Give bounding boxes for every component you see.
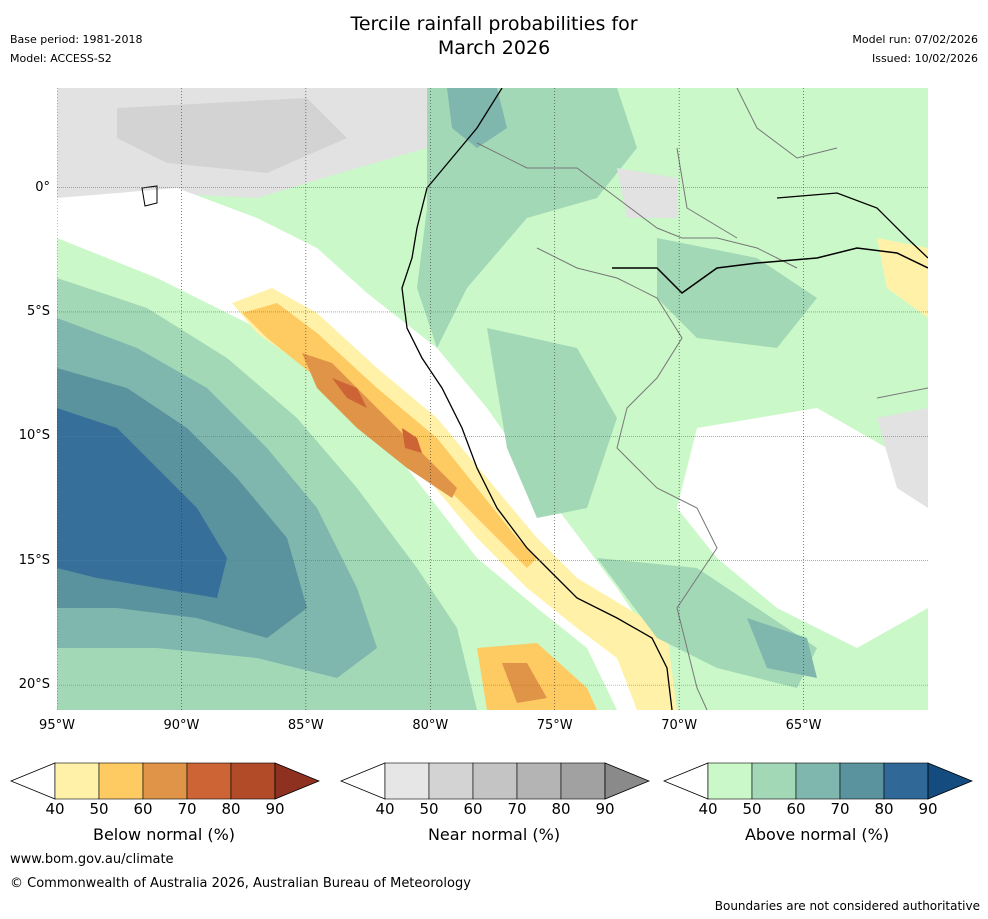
above-normal-tick-label: 50: [742, 800, 762, 818]
below-normal-tick-label: 40: [45, 800, 65, 818]
latitude-tick-label: 5°S: [26, 303, 50, 319]
near-normal-over-triangle: [604, 762, 650, 800]
below-normal-tick-label: 60: [133, 800, 153, 818]
below-normal-under-triangle: [10, 762, 56, 800]
latitude-tick-label: 20°S: [18, 677, 50, 693]
above-normal-swatch: [883, 762, 929, 800]
near-normal-tick-label: 80: [551, 800, 571, 818]
near-normal-tick-label: 70: [507, 800, 527, 818]
probability-map: [57, 88, 928, 710]
near-normal-land: [877, 408, 928, 508]
near-normal-tick-label: 40: [375, 800, 395, 818]
near-normal-colorbar: [340, 762, 650, 800]
longitude-tick-label: 70°W: [661, 718, 698, 733]
near-normal-swatch: [516, 762, 562, 800]
near-normal-under-triangle: [340, 762, 386, 800]
latitude-tick-label: 0°: [35, 179, 50, 195]
below-normal-colorbar: [10, 762, 320, 800]
above-normal-tick-label: 90: [918, 800, 938, 818]
above-normal-land-3: [487, 328, 617, 518]
near-normal-swatch: [428, 762, 474, 800]
below-normal-south-60: [502, 663, 547, 703]
boundaries-disclaimer: Boundaries are not considered authoritat…: [714, 899, 980, 913]
above-normal-swatch: [751, 762, 797, 800]
title-line-1: Tercile rainfall probabilities for: [350, 13, 638, 35]
near-normal-swatch: [384, 762, 430, 800]
below-normal-tick-label: 90: [265, 800, 285, 818]
near-normal-tick-label: 50: [419, 800, 439, 818]
above-normal-under-triangle: [663, 762, 709, 800]
below-normal-70b: [402, 428, 422, 453]
below-normal-70: [332, 378, 367, 408]
near-normal-swatch: [560, 762, 606, 800]
galapagos-islands: [141, 185, 158, 207]
base-period: Base period: 1981-2018: [10, 33, 143, 46]
above-normal-colorbar-label: Above normal (%): [744, 825, 890, 844]
copyright-notice: © Commonwealth of Australia 2026, Austra…: [10, 876, 471, 891]
below-normal-east: [877, 238, 928, 318]
above-normal-land-4: [657, 238, 817, 348]
latitude-tick-label: 15°S: [18, 552, 50, 568]
below-normal-south: [477, 643, 597, 710]
above-normal-land-1: [417, 88, 637, 348]
near-normal-tick-label: 60: [463, 800, 483, 818]
near-normal-north-dense: [117, 98, 347, 173]
longitude-tick-label: 90°W: [163, 718, 200, 733]
near-normal-tick-label: 90: [595, 800, 615, 818]
model-name: Model: ACCESS-S2: [10, 52, 112, 65]
below-normal-swatch: [54, 762, 100, 800]
website-url[interactable]: www.bom.gov.au/climate: [10, 852, 174, 867]
no-signal-land: [677, 408, 928, 648]
above-normal-tick-label: 40: [698, 800, 718, 818]
issued-date: Issued: 10/02/2026: [871, 52, 978, 65]
latitude-tick-label: 10°S: [18, 428, 50, 444]
near-normal-swatch: [472, 762, 518, 800]
longitude-tick-label: 65°W: [785, 718, 822, 733]
near-normal-colorbar-label: Near normal (%): [427, 825, 561, 844]
longitude-tick-label: 85°W: [287, 718, 324, 733]
above-normal-tick-label: 70: [830, 800, 850, 818]
above-normal-ocean-5: [57, 408, 227, 598]
above-normal-over-triangle: [927, 762, 973, 800]
map-title: Tercile rainfall probabilities for March…: [0, 12, 988, 60]
map-canvas: [57, 88, 928, 710]
above-normal-colorbar: [663, 762, 973, 800]
river-north: [776, 192, 928, 259]
below-normal-swatch: [230, 762, 276, 800]
longitude-tick-label: 80°W: [412, 718, 449, 733]
below-normal-tick-label: 50: [89, 800, 109, 818]
longitude-tick-label: 95°W: [39, 718, 75, 733]
below-normal-swatch: [98, 762, 144, 800]
above-normal-swatch: [707, 762, 753, 800]
below-normal-over-triangle: [274, 762, 320, 800]
above-normal-tick-label: 60: [786, 800, 806, 818]
above-normal-swatch: [795, 762, 841, 800]
above-normal-tick-label: 80: [874, 800, 894, 818]
above-normal-land-6: [747, 618, 817, 678]
above-normal-swatch: [839, 762, 885, 800]
below-normal-swatch: [186, 762, 232, 800]
below-normal-colorbar-label: Below normal (%): [92, 825, 236, 844]
model-run: Model run: 07/02/2026: [852, 33, 978, 46]
below-normal-swatch: [142, 762, 188, 800]
below-normal-tick-label: 80: [221, 800, 241, 818]
title-line-2: March 2026: [437, 37, 551, 59]
country-borders: [476, 142, 798, 710]
coastline: [401, 88, 673, 710]
near-normal-land-2: [617, 168, 677, 218]
below-normal-tick-label: 70: [177, 800, 197, 818]
amazon-river: [612, 247, 928, 294]
country-borders-2: [676, 88, 928, 399]
longitude-tick-label: 75°W: [536, 718, 573, 733]
